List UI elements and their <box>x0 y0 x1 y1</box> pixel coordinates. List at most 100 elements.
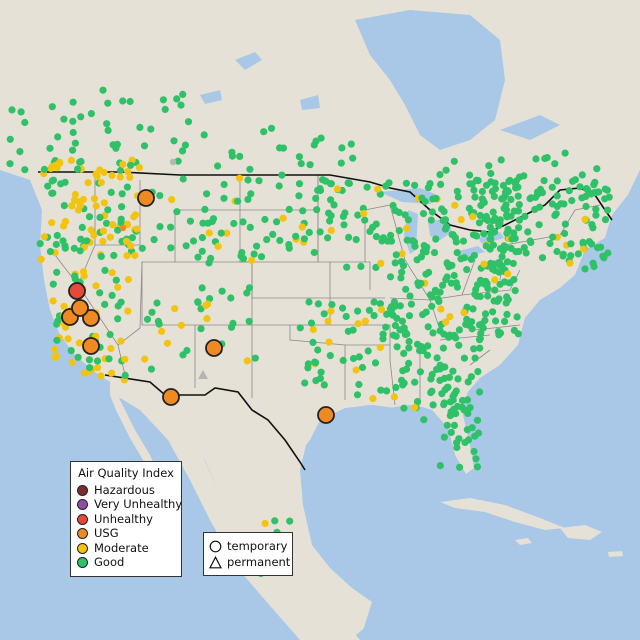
good-site-marker <box>400 404 408 412</box>
good-site-marker <box>359 204 367 212</box>
moderate-site-marker <box>327 307 335 315</box>
good-site-marker <box>405 312 414 320</box>
usg-site-marker <box>82 337 100 355</box>
good-site-marker <box>479 197 488 205</box>
good-site-marker <box>117 298 125 306</box>
moderate-site-marker <box>126 173 134 181</box>
good-site-marker <box>405 344 413 352</box>
good-site-marker <box>476 211 484 220</box>
good-site-marker <box>328 301 336 309</box>
good-site-marker <box>391 321 399 330</box>
good-site-marker <box>83 237 91 245</box>
good-site-marker <box>420 416 428 424</box>
good-site-marker <box>429 195 437 203</box>
good-site-marker <box>286 517 294 525</box>
good-site-marker <box>61 244 69 252</box>
good-site-marker <box>419 210 428 218</box>
good-site-marker <box>419 347 427 355</box>
usg-site-marker <box>205 339 223 357</box>
moderate-site-marker <box>109 221 117 229</box>
atlantic-ocean <box>462 170 640 500</box>
good-site-marker <box>117 219 125 227</box>
good-site-marker <box>442 166 450 174</box>
good-site-marker <box>96 289 104 297</box>
good-site-marker <box>492 317 500 325</box>
good-site-marker <box>358 363 367 372</box>
good-site-marker <box>370 298 378 306</box>
good-site-marker <box>53 336 61 344</box>
good-site-marker <box>383 310 391 318</box>
good-site-marker <box>398 268 406 276</box>
good-site-marker <box>561 220 570 228</box>
good-site-marker <box>389 311 397 319</box>
good-site-marker <box>435 297 443 305</box>
good-site-marker <box>568 197 576 205</box>
good-site-marker <box>194 298 202 306</box>
good-site-marker <box>198 284 206 292</box>
good-site-marker <box>454 193 462 201</box>
moderate-site-marker <box>243 357 251 365</box>
moderate-site-marker <box>80 369 88 377</box>
good-site-marker <box>285 244 293 252</box>
good-site-marker <box>324 234 332 242</box>
site-marker <box>169 158 177 166</box>
good-site-marker <box>285 205 293 213</box>
good-site-marker <box>439 344 447 352</box>
good-site-marker <box>209 215 218 223</box>
good-site-marker <box>112 276 120 284</box>
good-site-marker <box>588 221 596 229</box>
good-site-marker <box>500 242 508 250</box>
good-site-marker <box>436 327 444 335</box>
good-site-marker <box>474 429 483 437</box>
moderate-site-marker <box>581 215 589 223</box>
legend-label: USG <box>94 526 119 540</box>
good-site-marker <box>503 229 511 237</box>
good-site-marker <box>261 215 269 224</box>
good-site-marker <box>473 416 482 424</box>
monitoring-sites <box>6 86 613 578</box>
good-site-marker <box>551 211 559 219</box>
good-site-marker <box>400 349 408 357</box>
good-site-marker <box>237 252 245 260</box>
good-site-marker <box>471 290 479 298</box>
aqi-legend: Air Quality Index Hazardous Very Unhealt… <box>70 461 182 577</box>
moderate-site-marker <box>97 178 105 187</box>
moderate-site-marker <box>352 366 360 374</box>
good-site-marker <box>510 207 518 215</box>
good-site-marker <box>383 387 391 395</box>
moderate-site-marker <box>93 172 101 180</box>
good-site-marker <box>574 250 582 258</box>
moderate-site-marker <box>79 268 88 276</box>
good-site-marker <box>455 435 463 443</box>
good-site-marker <box>464 378 472 386</box>
good-site-marker <box>250 250 258 258</box>
good-site-marker <box>567 252 575 260</box>
usg-site-marker <box>162 388 180 406</box>
good-site-marker <box>246 223 254 231</box>
good-site-marker <box>400 379 408 387</box>
good-site-marker <box>86 364 94 372</box>
legend-item-hazardous: Hazardous <box>77 483 155 497</box>
good-site-marker <box>106 330 114 339</box>
good-site-marker <box>147 365 155 373</box>
good-site-marker <box>471 354 479 362</box>
good-site-marker <box>61 178 69 186</box>
good-site-marker <box>540 177 548 185</box>
good-site-marker <box>136 123 144 131</box>
good-site-marker <box>296 324 304 332</box>
good-site-marker <box>464 409 472 417</box>
cuba <box>440 498 565 530</box>
good-site-marker <box>365 306 373 314</box>
moderate-site-marker <box>124 168 132 176</box>
legend-label: Good <box>94 555 125 569</box>
moderate-site-marker <box>97 372 105 380</box>
good-site-marker <box>299 207 307 215</box>
good-site-marker <box>173 208 181 216</box>
good-site-marker <box>199 219 207 227</box>
good-site-marker <box>429 329 437 337</box>
good-site-marker <box>69 98 77 106</box>
good-site-marker <box>592 188 601 196</box>
moderate-site-marker <box>116 173 124 181</box>
good-site-marker <box>592 211 600 219</box>
good-site-marker <box>317 134 325 142</box>
